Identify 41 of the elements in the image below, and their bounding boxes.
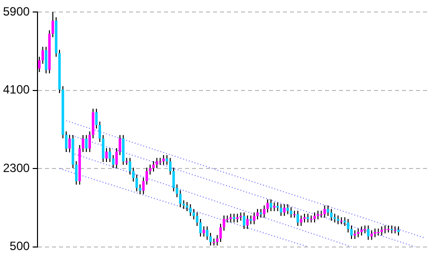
candlestick <box>202 226 206 238</box>
candlestick <box>360 226 363 236</box>
y-tick-label: 5900 <box>2 4 30 18</box>
y-tick-label: 4100 <box>2 82 30 97</box>
candlestick <box>266 198 269 213</box>
candlestick <box>44 46 48 74</box>
candlestick <box>283 204 286 216</box>
candlestick <box>189 204 192 216</box>
candlestick <box>85 134 88 153</box>
candlestick <box>397 226 400 236</box>
candlestick <box>370 230 373 240</box>
candlestick <box>364 224 366 234</box>
candlestick <box>256 208 259 220</box>
candlestick <box>384 224 386 234</box>
candlestick <box>68 134 71 153</box>
candlestick <box>286 204 289 215</box>
candlestick <box>122 134 125 166</box>
candlestick <box>162 154 165 166</box>
candlestick <box>242 212 246 230</box>
candlestick <box>390 224 394 234</box>
candlestick <box>252 212 256 225</box>
candlestick <box>128 157 132 176</box>
candlestick <box>290 206 292 218</box>
candlestick <box>313 212 316 223</box>
candlestick <box>367 224 370 240</box>
candlestick <box>280 204 282 216</box>
y-tick-label: 500 <box>10 239 30 254</box>
candlestick <box>156 157 158 169</box>
candlestick <box>323 204 326 218</box>
candlestick <box>300 214 302 226</box>
candlestick <box>296 210 300 226</box>
candlestick <box>330 208 333 222</box>
candlestick <box>326 204 330 216</box>
candlestick <box>246 214 249 230</box>
candlestick <box>270 198 272 212</box>
candlestick <box>186 202 188 212</box>
y-tick-label: 2300 <box>2 160 30 175</box>
candlestick <box>209 232 212 246</box>
candlestick <box>380 226 383 236</box>
candlestick <box>152 160 155 172</box>
candlestick <box>105 148 108 163</box>
